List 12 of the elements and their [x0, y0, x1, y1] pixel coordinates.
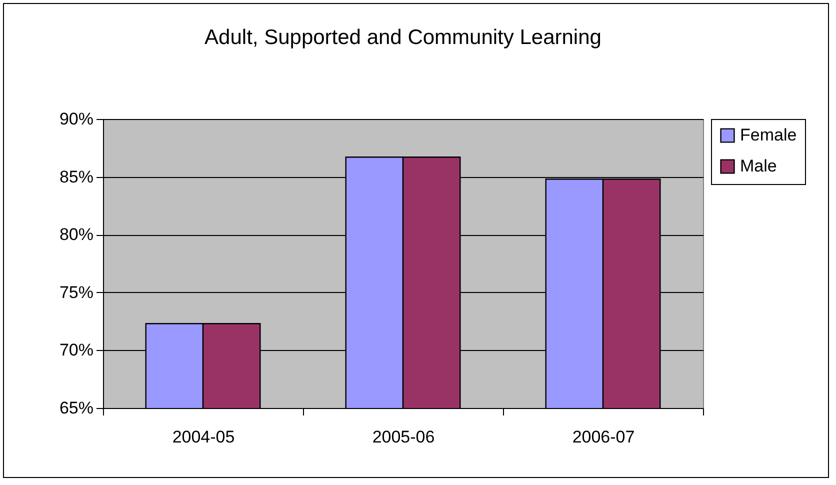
y-tick-label: 85% [59, 167, 94, 186]
x-tick-label: 2004-05 [172, 428, 235, 446]
chart-title: Adult, Supported and Community Learning [204, 26, 602, 49]
y-tick-label: 75% [59, 282, 94, 302]
y-tick-label: 90% [59, 110, 94, 128]
y-tick-label: 80% [59, 225, 94, 244]
x-tick-label: 2005-06 [372, 428, 435, 446]
legend-label: Female [740, 126, 797, 144]
x-tick-label: 2006-07 [572, 428, 635, 446]
y-tick-label: 65% [59, 398, 94, 418]
legend-label: Male [740, 156, 777, 176]
y-tick-label: 70% [59, 340, 94, 360]
